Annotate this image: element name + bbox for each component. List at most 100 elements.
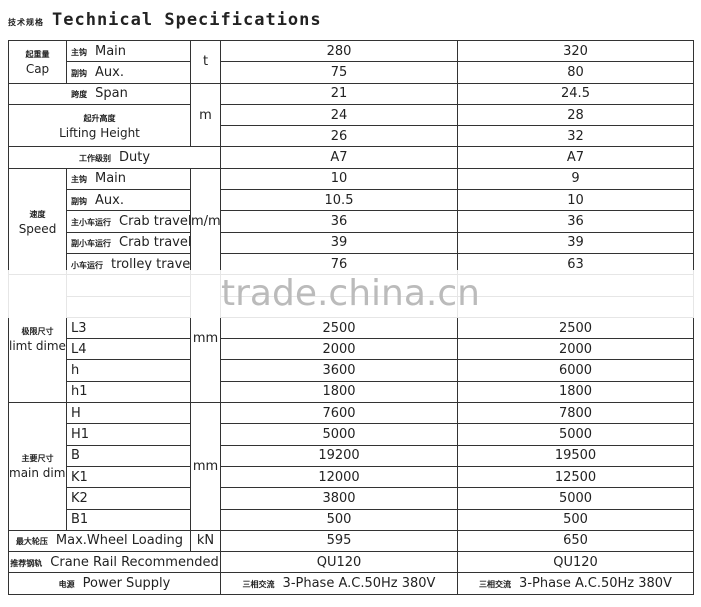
table-cell: 起重量 Cap — [8, 40, 67, 84]
value-cell: 39 — [457, 231, 694, 254]
cell-text: H — [71, 405, 81, 421]
value-cell: 3800 — [220, 487, 458, 510]
cell-text: main dimension — [9, 466, 66, 481]
cell-text: QU120 — [316, 554, 362, 570]
value-cell: 24 — [220, 103, 458, 127]
cell-text: 19500 — [554, 448, 597, 464]
cell-text: 26 — [330, 128, 348, 144]
value-cell: 12500 — [457, 465, 694, 489]
value-cell: 595 — [220, 529, 458, 553]
value-cell: 80 — [457, 61, 694, 84]
table-cell: H — [66, 402, 191, 425]
table-cell: t — [190, 40, 221, 84]
table-row: 推荐钢轨 Crane Rail Recommended QU120 QU120 — [8, 551, 694, 574]
cell-text: L3 — [71, 320, 87, 336]
cell-text: QU120 — [553, 554, 598, 570]
table-row: 工作级别 Duty A7 A7 — [8, 146, 694, 169]
cell-text: 24 — [330, 107, 348, 123]
cell-text: Main — [95, 43, 127, 59]
value-cell: 7800 — [457, 402, 694, 425]
value-cell: 三相交流 3-Phase A.C.50Hz 380V — [457, 572, 694, 595]
cell-text: 75 — [330, 64, 348, 80]
cell-text: 39 — [567, 235, 584, 251]
value-cell: 28 — [457, 103, 694, 127]
value-cell: QU120 — [220, 551, 458, 574]
table-row: 电源 Power Supply 三相交流 3-Phase A.C.50Hz 380V 三… — [8, 572, 694, 595]
cell-text: 12500 — [554, 469, 597, 485]
value-cell: 75 — [220, 61, 458, 84]
cell-text: h1 — [71, 384, 88, 400]
value-cell: 2500 — [220, 316, 458, 340]
cell-text: Max.Wheel Loading — [55, 533, 184, 549]
value-cell: 320 — [457, 39, 694, 63]
value-cell: 39 — [220, 231, 458, 254]
value-cell: 5000 — [457, 423, 694, 446]
cell-text: 500 — [563, 512, 588, 528]
cell-text: mm — [192, 458, 219, 474]
value-cell: 36 — [457, 210, 694, 233]
table-cell: 主要尺寸 main dimension — [8, 402, 67, 531]
value-cell: 5000 — [457, 487, 694, 510]
value-cell: 2500 — [457, 316, 694, 340]
value-cell: 32 — [457, 125, 694, 148]
table-cell: 最大轮压 Max.Wheel Loading — [8, 529, 191, 553]
cell-text: Duty — [118, 150, 151, 166]
table-cell: K2 — [66, 487, 191, 510]
table-cell: 起升高度 Lifting Height — [8, 103, 191, 148]
cell-text: 2500 — [322, 320, 356, 336]
cell-text: 5000 — [558, 490, 593, 506]
cell-text: Crane Rail Recommended — [50, 554, 219, 570]
cell-text: 主小车运行 — [71, 218, 111, 228]
cell-text: 10 — [567, 192, 584, 208]
cell-text: 主要尺寸 — [21, 454, 54, 464]
cell-text: 3-Phase A.C.50Hz 380V — [519, 576, 672, 592]
table-row: 主小车运行 Crab travelling 36 36 — [9, 210, 694, 233]
cell-text: m — [199, 107, 212, 123]
value-cell: QU120 — [457, 551, 694, 574]
cell-text: A7 — [330, 150, 348, 166]
cell-text: 起升高度 — [83, 113, 116, 123]
table-cell: h1 — [66, 380, 191, 404]
cell-text: 10.5 — [324, 192, 354, 208]
table-cell: L4 — [66, 338, 191, 361]
cell-text: 36 — [567, 214, 584, 230]
table-cell: 主小车运行 Crab travelling — [66, 210, 191, 233]
value-cell: 19200 — [220, 444, 458, 467]
table-row: 26 32 — [9, 125, 694, 148]
title: 技术规格 Technical Specifications — [8, 10, 322, 30]
cell-text: K2 — [71, 490, 88, 506]
cell-text: 19200 — [318, 448, 360, 464]
cell-text: 跨度 — [71, 90, 88, 100]
cell-text: 最大轮压 — [15, 537, 48, 547]
cell-text: 80 — [567, 64, 584, 80]
value-cell: 24.5 — [457, 82, 694, 105]
cell-text: mm — [192, 331, 219, 347]
cell-text: 副小车运行 — [71, 239, 111, 249]
table-row: 副小车运行 Crab travelling 39 39 — [9, 231, 694, 254]
table-cell: 工作级别 Duty — [8, 146, 221, 169]
table-row: B 19200 19500 — [9, 444, 694, 467]
value-cell: 500 — [220, 508, 458, 531]
cell-text: 三相交流 — [479, 580, 512, 590]
cell-text: 副钩 — [71, 68, 87, 78]
cell-text: 28 — [567, 107, 584, 123]
cell-text: limt dimension — [9, 338, 66, 353]
cell-text: Aux. — [95, 192, 124, 208]
cell-text: K1 — [71, 469, 88, 485]
cell-text: 5000 — [322, 426, 356, 442]
cell-text: kN — [196, 533, 215, 549]
cell-text: B — [71, 448, 80, 464]
table-row: 副钩 Aux. 10.5 10 — [9, 189, 694, 212]
table-row: B1 500 500 — [9, 508, 694, 531]
value-cell: 9 — [457, 167, 694, 191]
value-cell: 10 — [220, 167, 458, 191]
cell-text: 5000 — [558, 426, 593, 442]
table-row: 最大轮压 Max.Wheel Loading kN 595 650 — [8, 529, 694, 553]
cell-text: Crab travelling — [119, 235, 190, 251]
cell-text: A7 — [566, 150, 585, 166]
cell-text: 10 — [330, 171, 348, 187]
cell-text: 起重量 — [25, 49, 50, 59]
table-cell: 速度 Speed — [8, 167, 67, 276]
table-cell: B1 — [66, 508, 191, 531]
table-cell: 推荐钢轨 Crane Rail Recommended — [8, 551, 221, 574]
